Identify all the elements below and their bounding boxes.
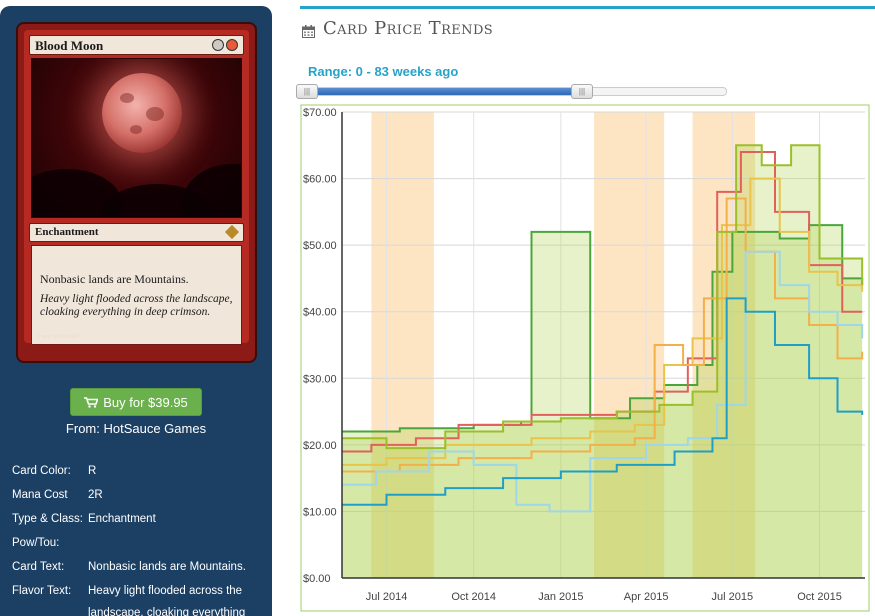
price-trend-chart-svg: $0.00 $10.00 $20.00 $30.00 $40.00 $50.00 $60.0… xyxy=(300,104,870,612)
highlight-band-0 xyxy=(371,112,434,578)
card-rules-text: Nonbasic lands are Mountains. xyxy=(40,272,189,286)
card-flavor-text: Heavy light flooded across the landscape… xyxy=(40,293,233,318)
range-slider-handle-start[interactable]: ||| xyxy=(296,84,318,99)
card-image: Blood Moon Enchantment xyxy=(16,22,257,363)
shopping-cart-icon xyxy=(84,397,99,408)
y-tick-label: $20.00 xyxy=(303,440,337,452)
seller-name: From: HotSauce Games xyxy=(65,421,207,436)
range-slider-fill xyxy=(301,88,583,95)
detail-row-mana-cost: Mana Cost 2R xyxy=(12,488,267,502)
detail-value: Enchantment xyxy=(88,513,156,525)
section-title: Card Price Trends xyxy=(323,17,494,39)
blood-moon-illustration xyxy=(102,73,182,153)
card-name: Blood Moon xyxy=(35,38,104,53)
detail-label: Card Text: xyxy=(12,561,65,573)
series-line-1 xyxy=(342,150,863,453)
range-slider-handle-end[interactable]: ||| xyxy=(571,84,593,99)
card-sidebar: Blood Moon Enchantment xyxy=(0,6,272,616)
y-tick-label: $60.00 xyxy=(303,174,337,186)
card-type-bar: Enchantment xyxy=(29,223,244,242)
generic-mana-icon xyxy=(212,39,224,51)
x-tick-label: Oct 2015 xyxy=(797,591,842,603)
x-tick-label: Oct 2014 xyxy=(451,591,496,603)
y-tick-label: $30.00 xyxy=(303,373,337,385)
range-label: Range: 0 - 83 weeks ago xyxy=(308,64,459,79)
series-line-4 xyxy=(342,250,864,513)
detail-label: Card Color: xyxy=(12,465,71,477)
detail-row-type: Type & Class: Enchantment xyxy=(12,512,267,526)
card-details: Card Color: R Mana Cost 2R Type & Class:… xyxy=(12,464,267,616)
y-tick-label: $50.00 xyxy=(303,240,337,252)
buy-button-label: Buy for $39.95 xyxy=(103,394,188,410)
buy-button[interactable]: Buy for $39.95 xyxy=(70,388,202,416)
card-art xyxy=(31,58,242,218)
card-type-line: Enchantment xyxy=(35,226,99,238)
detail-value: Nonbasic lands are Mountains. xyxy=(88,561,246,573)
detail-row-card-text: Card Text: Nonbasic lands are Mountains. xyxy=(12,560,267,574)
x-tick-label: Jan 2015 xyxy=(538,591,583,603)
y-tick-label: $70.00 xyxy=(303,107,337,119)
detail-label: Pow/Tou: xyxy=(12,537,60,549)
detail-row-color: Card Color: R xyxy=(12,464,267,478)
detail-value: Heavy light flooded across the landscape… xyxy=(88,585,246,616)
card-name-bar: Blood Moon xyxy=(29,35,244,55)
detail-row-flavor: Flavor Text: Heavy light flooded across … xyxy=(12,580,267,616)
detail-value: R xyxy=(88,465,97,477)
series-line-5 xyxy=(342,297,864,506)
x-tick-label: Apr 2015 xyxy=(624,591,669,603)
detail-label: Mana Cost xyxy=(12,489,68,501)
y-tick-label: $40.00 xyxy=(303,307,337,319)
series-line-6 xyxy=(342,144,864,450)
x-tick-label: Jul 2015 xyxy=(712,591,754,603)
section-top-rule xyxy=(300,6,875,9)
card-frame: Blood Moon Enchantment xyxy=(24,30,249,345)
y-tick-label: $10.00 xyxy=(303,506,337,518)
detail-row-pow-tou: Pow/Tou: xyxy=(12,536,267,550)
detail-value: 2R xyxy=(88,489,103,501)
highlight-band-1 xyxy=(594,112,665,578)
detail-value xyxy=(88,536,267,550)
detail-label: Flavor Text: xyxy=(12,585,72,597)
card-textbox: Nonbasic lands are Mountains. Heavy ligh… xyxy=(31,245,242,345)
range-slider[interactable]: ||| ||| xyxy=(296,84,727,99)
y-tick-label: $0.00 xyxy=(303,573,331,585)
detail-label: Type & Class: xyxy=(12,513,83,525)
x-tick-label: Jul 2014 xyxy=(366,591,408,603)
red-mana-icon xyxy=(226,39,238,51)
calendar-icon xyxy=(302,22,315,38)
card-artist: Franz Vohwinkel xyxy=(38,334,79,340)
price-trend-chart: $0.00 $10.00 $20.00 $30.00 $40.00 $50.00 $60.0… xyxy=(300,104,870,612)
mana-cost-symbols xyxy=(212,39,238,51)
series-area-0 xyxy=(342,225,863,578)
section-header: Card Price Trends xyxy=(302,16,493,40)
set-symbol-icon xyxy=(224,224,240,240)
